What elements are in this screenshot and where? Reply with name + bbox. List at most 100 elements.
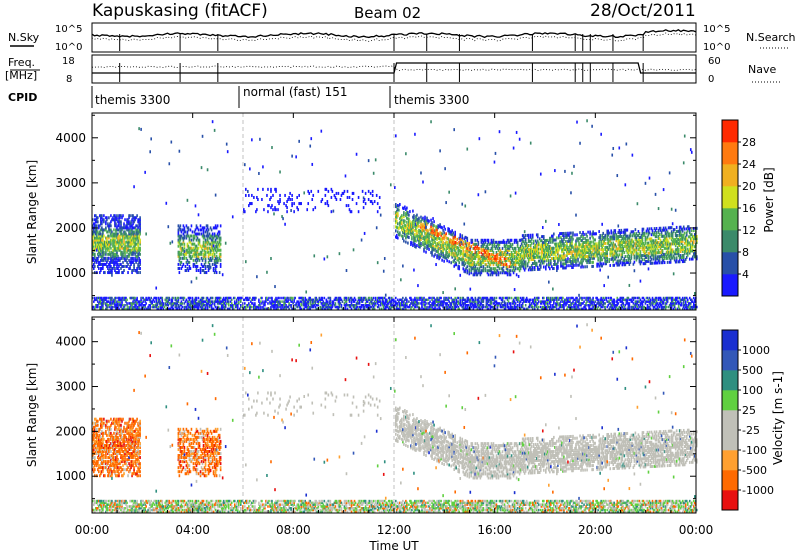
power-cell bbox=[331, 303, 334, 307]
power-cell bbox=[94, 238, 96, 242]
power-cell bbox=[134, 238, 136, 242]
power-cell bbox=[96, 258, 98, 262]
power-cell bbox=[321, 296, 324, 300]
power-cell bbox=[272, 300, 274, 303]
power-cell bbox=[463, 222, 466, 226]
power-cell bbox=[294, 307, 296, 311]
power-cell bbox=[408, 217, 410, 221]
power-cell bbox=[132, 222, 134, 226]
power-cell bbox=[508, 296, 511, 300]
power-cell bbox=[463, 245, 466, 249]
power-cell bbox=[529, 141, 532, 145]
power-cell bbox=[93, 234, 95, 238]
power-cell bbox=[455, 263, 458, 267]
power-cell bbox=[121, 302, 123, 305]
power-cell bbox=[95, 238, 97, 242]
power-cell bbox=[396, 205, 398, 209]
power-cell bbox=[411, 223, 413, 227]
power-cell bbox=[207, 250, 210, 254]
power-cell bbox=[93, 256, 95, 260]
power-cell bbox=[409, 296, 411, 300]
power-cell bbox=[205, 302, 208, 305]
power-cell bbox=[373, 200, 376, 204]
power-cell bbox=[334, 305, 337, 309]
power-cell bbox=[373, 300, 376, 303]
power-cell bbox=[118, 222, 120, 226]
power-cell bbox=[99, 252, 101, 256]
power-cell bbox=[204, 244, 207, 248]
power-cell bbox=[190, 248, 193, 252]
power-cell bbox=[123, 248, 125, 252]
power-cell bbox=[180, 303, 183, 307]
power-cell bbox=[353, 303, 356, 307]
power-cell bbox=[370, 302, 373, 305]
power-cell bbox=[350, 296, 353, 300]
power-cell bbox=[146, 307, 148, 311]
power-cell bbox=[406, 234, 408, 238]
power-cell bbox=[399, 223, 401, 227]
power-cell bbox=[387, 302, 390, 305]
power-cell bbox=[414, 296, 416, 300]
power-cell bbox=[272, 208, 274, 212]
power-cell bbox=[317, 303, 320, 307]
power-cell bbox=[154, 303, 157, 307]
power-cell bbox=[136, 224, 138, 228]
power-cell bbox=[110, 256, 112, 260]
power-cell bbox=[100, 228, 102, 232]
power-cell bbox=[369, 300, 372, 303]
power-cell bbox=[129, 296, 131, 300]
power-cell bbox=[187, 269, 190, 273]
power-cell bbox=[115, 230, 117, 234]
power-cell bbox=[139, 300, 141, 303]
power-cell bbox=[205, 240, 208, 244]
power-cell bbox=[289, 198, 291, 202]
power-cell bbox=[227, 296, 230, 300]
power-cell bbox=[531, 305, 534, 309]
power-cell bbox=[256, 195, 258, 199]
power-cell bbox=[222, 296, 225, 300]
power-cell bbox=[407, 229, 409, 233]
power-cell bbox=[178, 254, 181, 258]
power-cell bbox=[409, 226, 411, 230]
power-cell bbox=[224, 296, 227, 300]
power-cell bbox=[203, 246, 206, 250]
power-cell bbox=[312, 303, 315, 307]
power-cell bbox=[229, 305, 232, 309]
power-cell bbox=[247, 303, 249, 307]
power-cell bbox=[337, 298, 340, 302]
power-cell bbox=[412, 229, 414, 233]
power-cell bbox=[199, 224, 202, 228]
power-cell bbox=[396, 235, 398, 239]
power-cell bbox=[333, 303, 336, 307]
power-cell bbox=[109, 244, 111, 248]
power-cell bbox=[320, 129, 323, 133]
power-cell bbox=[215, 260, 218, 264]
power-cell bbox=[94, 264, 96, 268]
power-cell bbox=[321, 198, 324, 202]
power-cell bbox=[284, 302, 286, 305]
power-cell bbox=[115, 254, 117, 258]
power-cell bbox=[406, 210, 408, 214]
power-cell bbox=[208, 246, 211, 250]
power-cell bbox=[307, 302, 310, 305]
power-cell bbox=[132, 240, 134, 244]
power-cell bbox=[334, 195, 337, 199]
power-cell bbox=[109, 252, 111, 256]
power-cell bbox=[204, 246, 207, 250]
power-cell bbox=[403, 229, 405, 233]
power-cell bbox=[216, 246, 219, 250]
power-cell bbox=[147, 296, 149, 300]
power-cell bbox=[181, 228, 184, 232]
power-cell bbox=[92, 232, 94, 236]
freq-strip: Freq. [MHz] 18 8 60 0 Nave bbox=[5, 54, 780, 85]
power-cell bbox=[125, 244, 127, 248]
power-cell bbox=[102, 246, 104, 250]
power-cell bbox=[191, 302, 194, 305]
power-cell bbox=[108, 248, 110, 252]
power-cell bbox=[95, 224, 97, 228]
power-cell bbox=[126, 307, 128, 311]
power-cell bbox=[104, 256, 106, 260]
power-cell bbox=[108, 269, 110, 273]
power-cell bbox=[353, 305, 356, 309]
